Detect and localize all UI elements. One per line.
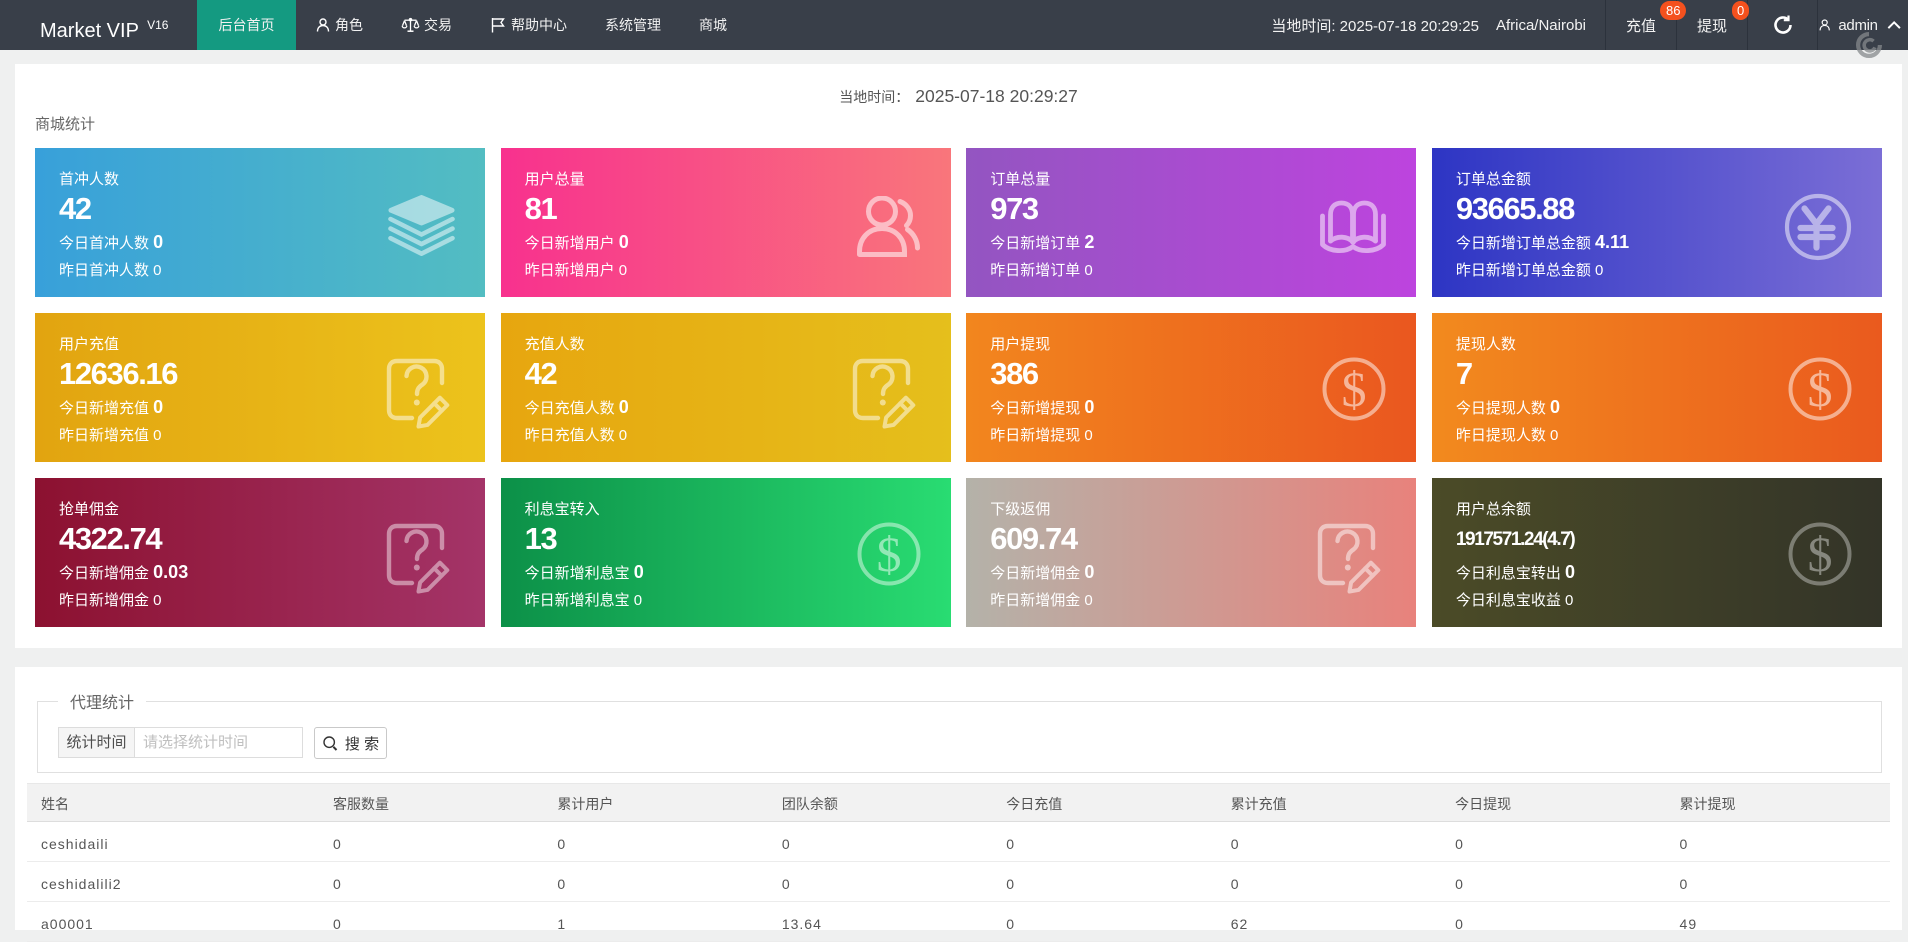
svg-text:$: $ bbox=[1808, 361, 1833, 417]
svg-text:$: $ bbox=[876, 526, 901, 582]
svg-text:$: $ bbox=[1342, 361, 1367, 417]
svg-text:$: $ bbox=[1808, 526, 1833, 582]
